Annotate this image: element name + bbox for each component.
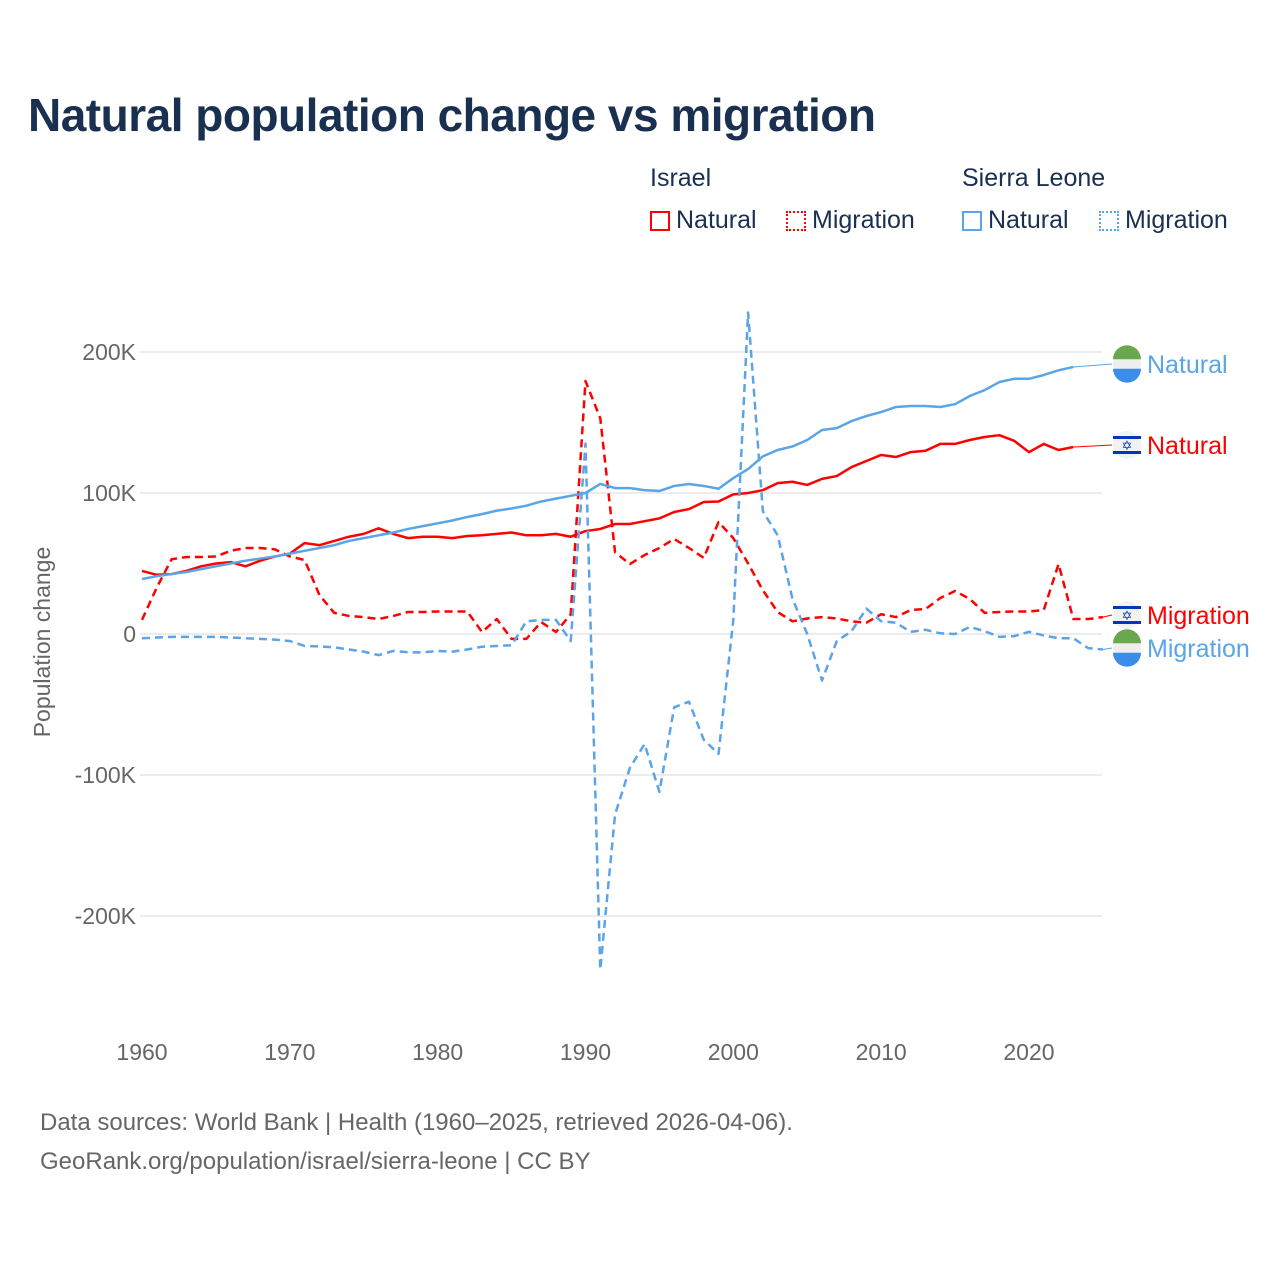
leader-line <box>1102 614 1113 618</box>
source-line-1: Data sources: World Bank | Health (1960–… <box>40 1109 793 1136</box>
y-tick-label: -100K <box>75 762 137 788</box>
end-label-israel-natural: Natural <box>1147 432 1228 460</box>
flag-stripe <box>1113 652 1141 667</box>
legend-group-sierra-leone: Sierra Leone <box>962 164 1106 192</box>
x-tick-label: 2010 <box>856 1039 907 1065</box>
legend-israel-migration[interactable]: Migration <box>786 206 915 235</box>
flag-stripe <box>1113 436 1141 439</box>
solid-swatch-icon <box>650 210 670 231</box>
series-line-sierra-leone-migration <box>141 311 1104 971</box>
leader-line <box>1073 444 1113 448</box>
x-tick-label: 1970 <box>264 1039 315 1065</box>
plot-area: -200K -100K 0 100K 200K 1960 1970 1980 1990 2000 2… <box>29 311 1250 1065</box>
series-line-israel-migration <box>140 379 1104 641</box>
source-line-2[interactable]: GeoRank.org/population/israel/sierra-leo… <box>40 1148 591 1175</box>
chart-title: Natural population change vs migration <box>28 89 876 141</box>
y-tick-label: 0 <box>123 621 136 647</box>
y-tick-label: 200K <box>82 339 136 365</box>
x-tick-label: 1980 <box>412 1039 463 1065</box>
star-of-david-icon: ✡ <box>1122 608 1133 623</box>
y-tick-label: 100K <box>82 480 136 506</box>
legend-sierra-leone-natural[interactable]: Natural <box>962 206 1069 235</box>
legend-label: Migration <box>812 206 915 234</box>
end-label-israel-migration: Migration <box>1147 602 1250 630</box>
dotted-swatch-icon <box>1099 210 1119 231</box>
star-of-david-icon: ✡ <box>1122 438 1133 453</box>
leader-line <box>1073 363 1113 368</box>
series-line-israel-natural <box>141 433 1074 577</box>
solid-swatch-icon <box>962 210 982 231</box>
flag-stripe <box>1113 345 1141 360</box>
legend-label: Natural <box>988 206 1069 234</box>
x-tick-label: 1960 <box>116 1039 167 1065</box>
flag-stripe <box>1113 368 1141 383</box>
leader-line <box>1102 647 1113 651</box>
end-label-sierra-leone-migration: Migration <box>1147 635 1250 663</box>
legend-label: Natural <box>676 206 757 234</box>
end-label-sierra-leone-natural: Natural <box>1147 351 1228 379</box>
y-axis-label: Population change <box>29 547 55 738</box>
flag-stripe <box>1113 621 1141 624</box>
flag-stripe <box>1113 606 1141 609</box>
legend-israel-natural[interactable]: Natural <box>650 206 757 235</box>
legend-sierra-leone-migration[interactable]: Migration <box>1099 206 1228 235</box>
legend-label: Migration <box>1125 206 1228 234</box>
legend-group-israel: Israel <box>650 164 712 192</box>
x-tick-label: 2020 <box>1003 1039 1054 1065</box>
flag-stripe <box>1113 451 1141 454</box>
x-tick-label: 1990 <box>560 1039 611 1065</box>
dotted-swatch-icon <box>786 210 806 231</box>
series-line-sierra-leone-natural <box>141 365 1074 581</box>
x-tick-label: 2000 <box>708 1039 759 1065</box>
y-tick-label: -200K <box>75 903 137 929</box>
flag-stripe <box>1113 629 1141 644</box>
